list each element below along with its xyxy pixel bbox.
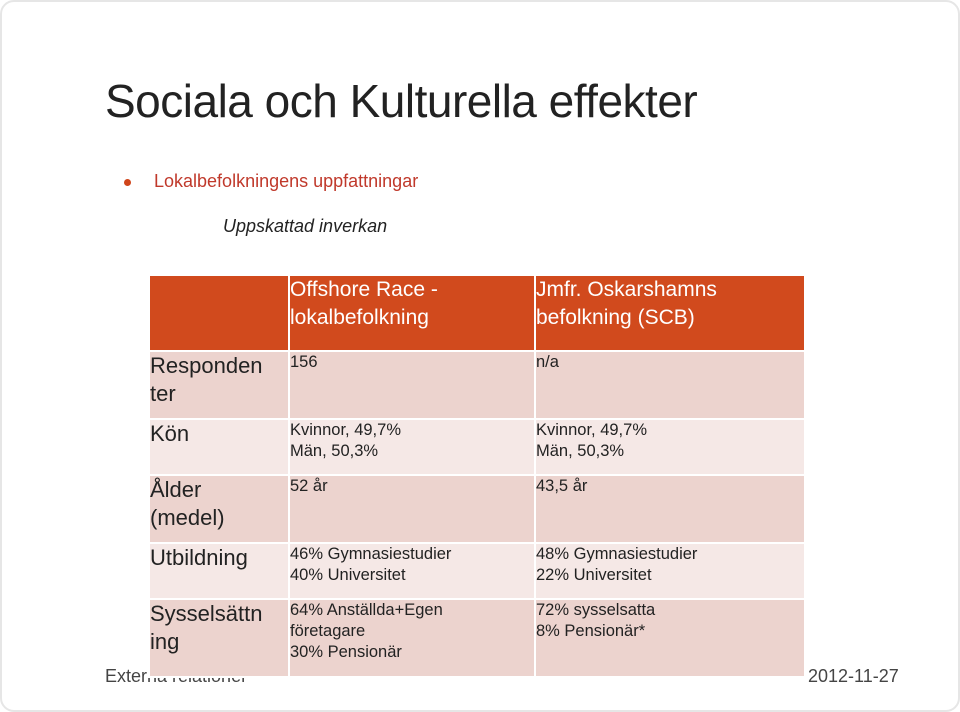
bullet-text: Lokalbefolkningens uppfattningar: [154, 171, 419, 191]
cell-line: 72% sysselsatta: [536, 601, 656, 619]
cell-line: Män, 50,3%: [290, 442, 379, 460]
header-offshore: Offshore Race - lokalbefolkning: [288, 274, 536, 352]
row-label-line: ter: [150, 381, 176, 406]
cell-line: Kvinnor, 49,7%: [290, 421, 401, 439]
cell-line: 22% Universitet: [536, 566, 652, 584]
table-row-utbildning: Utbildning 46% Gymnasiestudier 40% Unive…: [148, 542, 806, 600]
cell-scb: 43,5 år: [534, 474, 806, 544]
row-label-line: Utbildning: [150, 545, 248, 570]
cell-line: 156: [290, 353, 318, 371]
comparison-table: Offshore Race - lokalbefolkning Jmfr. Os…: [148, 274, 806, 678]
header-scb: Jmfr. Oskarshamns befolkning (SCB): [534, 274, 806, 352]
header-scb-line: Jmfr. Oskarshamns: [536, 278, 717, 301]
table-row-kon: Kön Kvinnor, 49,7% Män, 50,3% Kvinnor, 4…: [148, 418, 806, 476]
cell-line: Män, 50,3%: [536, 442, 625, 460]
cell-offshore: 52 år: [288, 474, 536, 544]
cell-line: 43,5 år: [536, 477, 588, 495]
header-scb-line: befolkning (SCB): [536, 306, 695, 329]
cell-line: företagare: [290, 622, 366, 640]
cell-scb: n/a: [534, 350, 806, 420]
cell-offshore: Kvinnor, 49,7% Män, 50,3%: [288, 418, 536, 476]
cell-scb: Kvinnor, 49,7% Män, 50,3%: [534, 418, 806, 476]
row-label-line: ing: [150, 629, 180, 654]
row-label-line: Sysselsättn: [150, 601, 263, 626]
row-label: Utbildning: [148, 542, 290, 600]
cell-line: 48% Gymnasiestudier: [536, 545, 698, 563]
cell-offshore: 156: [288, 350, 536, 420]
cell-scb: 48% Gymnasiestudier 22% Universitet: [534, 542, 806, 600]
table-row-alder: Ålder (medel) 52 år 43,5 år: [148, 474, 806, 544]
cell-line: n/a: [536, 353, 559, 371]
row-label: Responden ter: [148, 350, 290, 420]
row-label-line: Kön: [150, 421, 190, 446]
cell-line: 8% Pensionär*: [536, 622, 646, 640]
row-label-line: Ålder: [150, 477, 202, 502]
cell-line: 40% Universitet: [290, 566, 406, 584]
row-label: Ålder (medel): [148, 474, 290, 544]
cell-line: 52 år: [290, 477, 328, 495]
row-label-line: Responden: [150, 353, 263, 378]
table-row-respondenter: Responden ter 156 n/a: [148, 350, 806, 420]
row-label: Sysselsättn ing: [148, 598, 290, 678]
row-label: Kön: [148, 418, 290, 476]
header-offshore-line: Offshore Race -: [290, 278, 438, 301]
row-label-line: (medel): [150, 505, 225, 530]
cell-offshore: 46% Gymnasiestudier 40% Universitet: [288, 542, 536, 600]
cell-line: Kvinnor, 49,7%: [536, 421, 647, 439]
cell-offshore: 64% Anställda+Egen företagare 30% Pensio…: [288, 598, 536, 678]
table-header-row: Offshore Race - lokalbefolkning Jmfr. Os…: [148, 274, 806, 352]
header-offshore-line: lokalbefolkning: [290, 306, 429, 329]
footer-date: 2012-11-27: [808, 666, 899, 686]
cell-line: 64% Anställda+Egen: [290, 601, 443, 619]
slide-title: Sociala och Kulturella effekter: [105, 75, 698, 127]
table-row-sysselsattning: Sysselsättn ing 64% Anställda+Egen föret…: [148, 598, 806, 678]
cell-line: 30% Pensionär: [290, 643, 402, 661]
cell-line: 46% Gymnasiestudier: [290, 545, 452, 563]
table-subheading: Uppskattad inverkan: [223, 216, 388, 236]
bullet-dot-icon: [124, 179, 131, 186]
cell-scb: 72% sysselsatta 8% Pensionär*: [534, 598, 806, 678]
header-empty-cell: [148, 274, 290, 352]
